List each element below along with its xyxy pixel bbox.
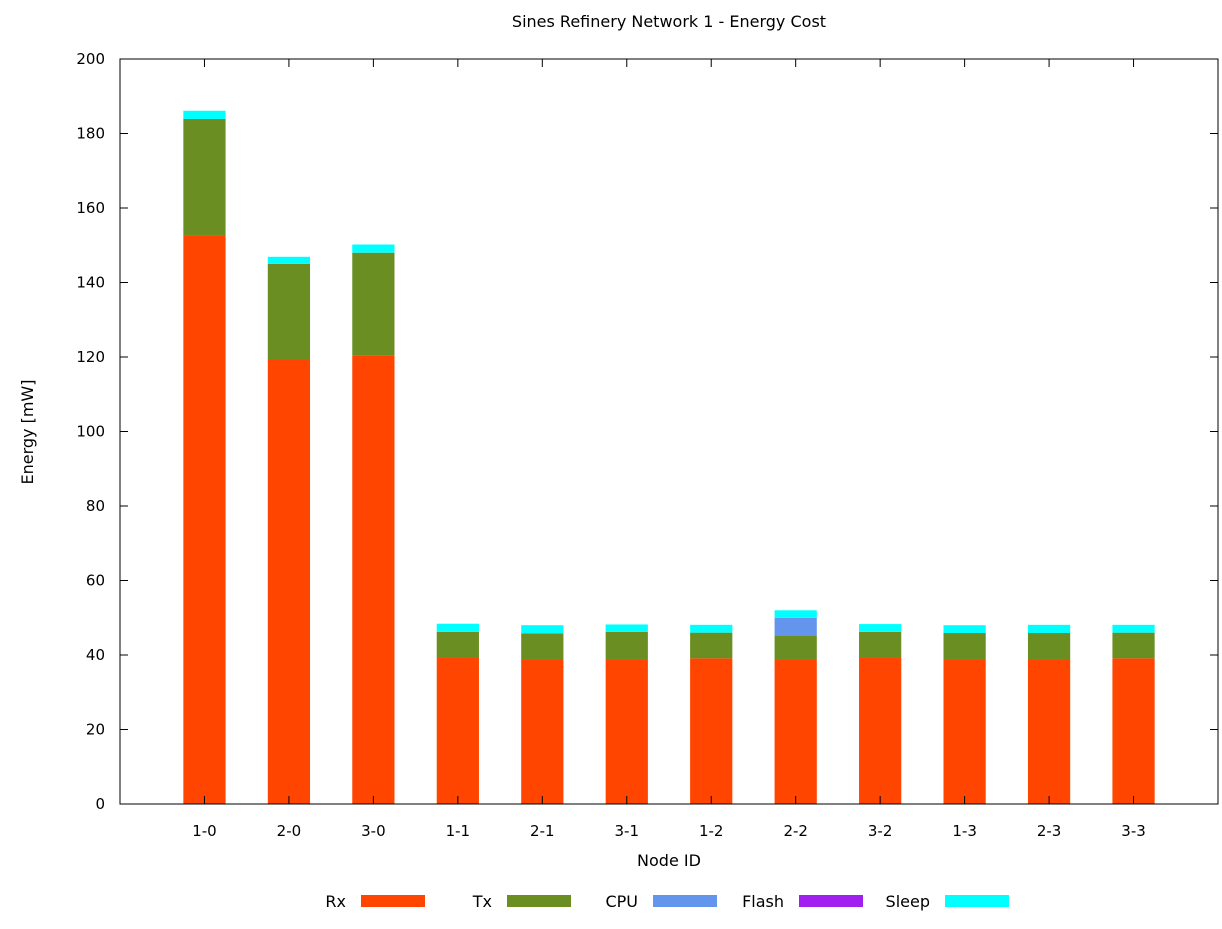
y-tick-label: 60	[86, 572, 105, 590]
bar-rx-3-2	[859, 657, 902, 804]
y-tick-label: 140	[76, 274, 105, 292]
y-axis-label: Energy [mW]	[18, 380, 37, 485]
bar-tx-1-1	[436, 631, 479, 658]
bar-rx-3-3	[1112, 658, 1155, 804]
bar-sleep-3-2	[859, 624, 902, 632]
x-tick-label: 3-3	[1121, 822, 1146, 840]
y-tick-label: 200	[76, 50, 105, 68]
y-tick-label: 0	[95, 795, 105, 813]
x-tick-label: 1-3	[952, 822, 977, 840]
bar-cpu-2-2	[774, 617, 817, 636]
bar-rx-2-1	[521, 659, 564, 804]
legend-label-tx: Tx	[472, 892, 492, 911]
bar-sleep-1-1	[436, 623, 479, 632]
y-tick-label: 20	[86, 721, 105, 739]
legend-swatch-rx	[361, 895, 425, 907]
bar-tx-3-1	[605, 631, 648, 660]
bar-tx-3-0	[352, 252, 395, 356]
bar-rx-2-3	[1027, 659, 1071, 804]
bar-rx-2-2	[774, 659, 817, 804]
x-tick-label: 3-1	[615, 822, 640, 840]
bar-rx-1-2	[690, 658, 733, 804]
bar-tx-3-2	[859, 631, 902, 658]
legend-swatch-tx	[507, 895, 571, 907]
bars-layer	[183, 110, 1155, 804]
bar-tx-1-2	[690, 632, 733, 659]
x-tick-label: 2-2	[783, 822, 808, 840]
bar-tx-3-3	[1112, 632, 1155, 659]
bar-rx-3-0	[352, 355, 395, 804]
y-tick-label: 40	[86, 646, 105, 664]
x-tick-label: 3-0	[361, 822, 386, 840]
bar-sleep-1-2	[690, 624, 733, 633]
bar-tx-2-0	[267, 263, 311, 360]
bar-tx-1-0	[183, 118, 226, 236]
x-tick-label: 1-2	[699, 822, 724, 840]
y-tick-label: 180	[76, 125, 105, 143]
bar-rx-3-1	[605, 659, 648, 804]
x-axis-label: Node ID	[637, 851, 701, 870]
bar-sleep-2-2	[774, 610, 817, 618]
bar-tx-2-2	[774, 635, 817, 660]
bar-sleep-2-3	[1027, 624, 1071, 634]
bar-sleep-2-0	[267, 256, 311, 264]
bar-sleep-1-3	[943, 625, 986, 634]
y-tick-label: 100	[76, 423, 105, 441]
bar-tx-1-3	[943, 633, 986, 660]
bar-sleep-2-1	[521, 625, 564, 634]
legend-swatch-flash	[799, 895, 863, 907]
bar-rx-1-3	[943, 659, 986, 804]
bar-tx-2-1	[521, 633, 564, 660]
bar-sleep-3-1	[605, 624, 648, 632]
legend-swatch-cpu	[653, 895, 717, 907]
legend-label-rx: Rx	[325, 892, 346, 911]
x-tick-label: 1-0	[192, 822, 217, 840]
bar-sleep-3-0	[352, 244, 395, 253]
x-tick-label: 3-2	[868, 822, 893, 840]
y-tick-label: 80	[86, 497, 105, 515]
legend-label-flash: Flash	[742, 892, 784, 911]
y-tick-label: 160	[76, 199, 105, 217]
bar-rx-1-0	[183, 235, 226, 804]
bar-sleep-1-0	[183, 110, 226, 119]
legend-label-cpu: CPU	[605, 892, 638, 911]
ticks-layer: 0 20 40 60 80 100 120 140 160 180 200 1-0 2-0 3-0 1-1 2…	[76, 50, 1218, 840]
bar-rx-2-0	[267, 359, 311, 804]
y-tick-label: 120	[76, 348, 105, 366]
x-tick-label: 2-1	[530, 822, 555, 840]
bar-sleep-3-3	[1112, 624, 1155, 633]
x-tick-label: 2-3	[1037, 822, 1062, 840]
bar-tx-2-3	[1027, 633, 1071, 660]
x-tick-label: 2-0	[277, 822, 302, 840]
bar-rx-1-1	[436, 657, 479, 804]
x-tick-label: 1-1	[446, 822, 471, 840]
legend-label-sleep: Sleep	[886, 892, 930, 911]
legend-swatch-sleep	[945, 895, 1009, 907]
legend: Rx Tx CPU Flash Sleep	[325, 892, 1009, 911]
chart-title: Sines Refinery Network 1 - Energy Cost	[512, 12, 826, 31]
